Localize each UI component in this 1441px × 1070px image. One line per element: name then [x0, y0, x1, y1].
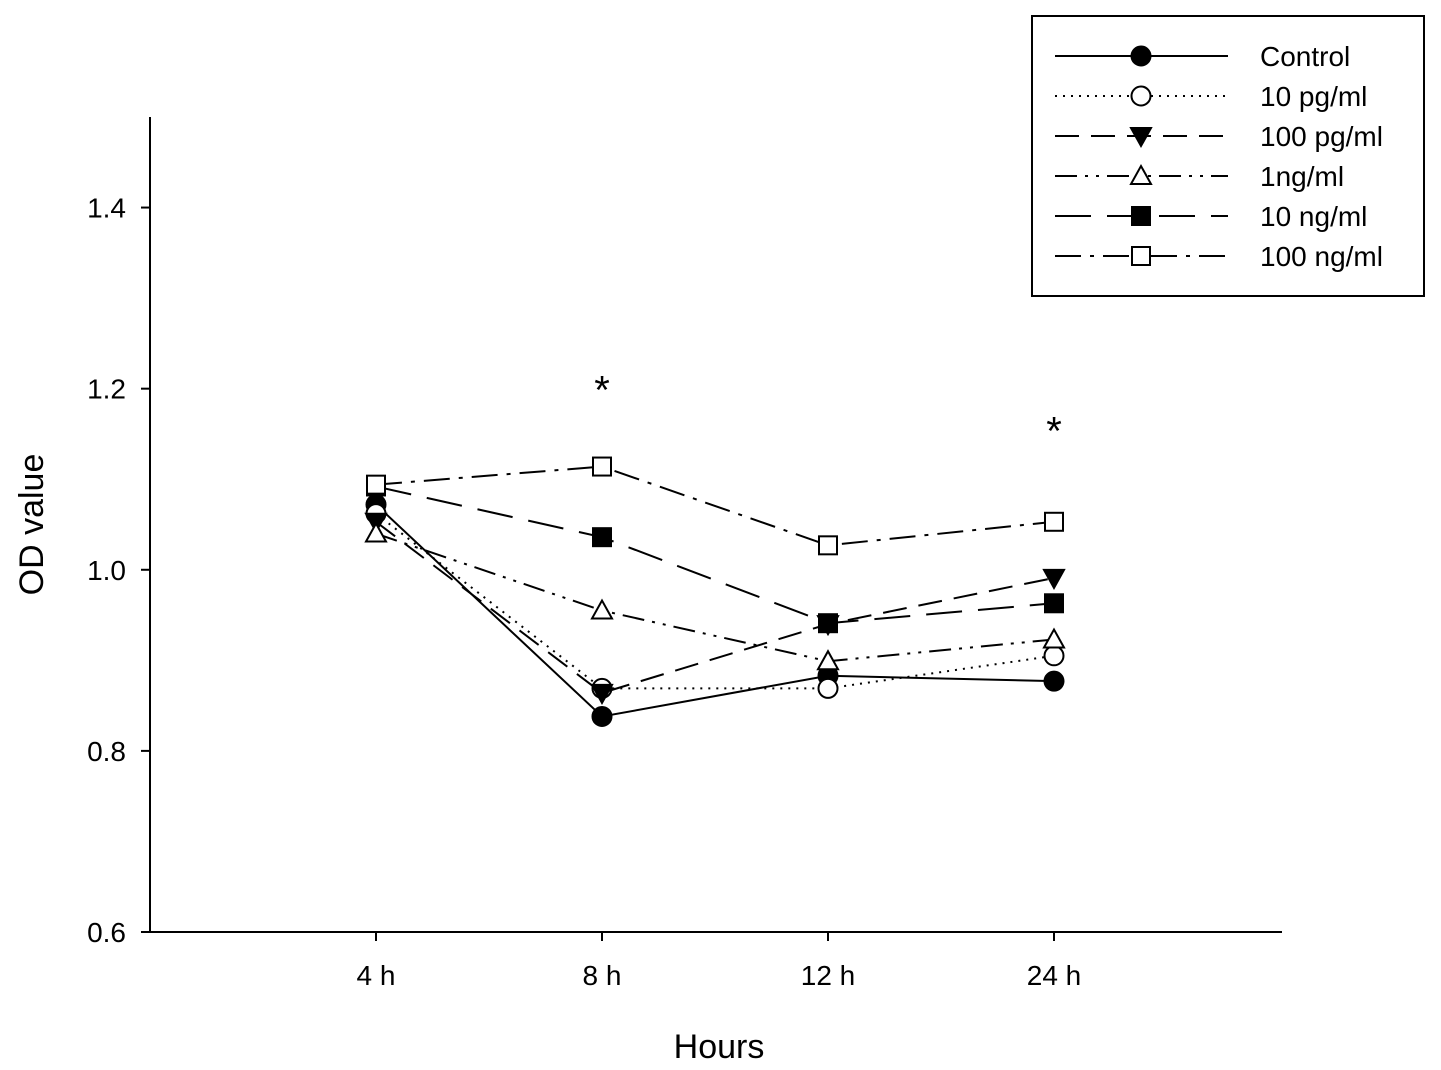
series-6	[366, 456, 1064, 556]
y-tick-label: 0.6	[87, 917, 126, 948]
data-point	[818, 535, 838, 556]
legend-item: 1ng/ml	[1055, 161, 1344, 192]
data-point	[592, 456, 612, 477]
x-tick-label: 4 h	[357, 960, 396, 991]
x-tick-label: 24 h	[1027, 960, 1082, 991]
data-point	[366, 474, 386, 495]
legend-label: 100 pg/ml	[1260, 121, 1383, 152]
significance-marker: *	[1046, 409, 1062, 453]
significance-marker: *	[594, 369, 610, 413]
legend-marker	[1129, 127, 1153, 149]
marker-shape	[1130, 45, 1152, 67]
data-point	[1044, 593, 1064, 614]
legend-label: 10 ng/ml	[1260, 201, 1367, 232]
legend-label: 10 pg/ml	[1260, 81, 1367, 112]
marker-shape	[1042, 627, 1066, 649]
series-line	[375, 465, 1055, 547]
y-tick-label: 1.4	[87, 193, 126, 224]
marker-shape	[1043, 670, 1065, 692]
marker-shape	[592, 527, 612, 548]
legend-item: Control	[1055, 41, 1350, 72]
data-point	[1043, 645, 1065, 667]
y-tick-label: 0.8	[87, 736, 126, 767]
series-4	[364, 521, 1066, 671]
series-5	[366, 476, 1064, 634]
y-tick-label: 1.2	[87, 374, 126, 405]
legend-label: 100 ng/ml	[1260, 241, 1383, 272]
marker-shape	[818, 535, 838, 556]
legend-label: 1ng/ml	[1260, 161, 1344, 192]
legend: Control 10 pg/ml 100 pg/ml 1ng/ml 10 ng/ml 10…	[1031, 15, 1425, 297]
series-line	[375, 512, 1055, 690]
legend-item: 100 pg/ml	[1055, 121, 1383, 152]
marker-shape	[818, 613, 838, 634]
marker-shape	[1131, 246, 1151, 266]
legend-item: 100 ng/ml	[1055, 241, 1383, 272]
marker-shape	[816, 649, 840, 671]
legend-label: Control	[1260, 41, 1350, 72]
y-axis-title: OD value	[13, 454, 51, 596]
series-line	[375, 532, 1055, 663]
marker-shape	[1129, 127, 1153, 149]
data-point	[1042, 627, 1066, 649]
marker-shape	[1131, 206, 1151, 226]
series-2	[365, 503, 1065, 699]
marker-shape	[817, 677, 839, 699]
data-point	[816, 649, 840, 671]
marker-shape	[364, 521, 388, 543]
marker-shape	[591, 705, 613, 727]
series-group	[364, 456, 1066, 727]
marker-shape	[1043, 645, 1065, 667]
data-point	[364, 521, 388, 543]
marker-shape	[1130, 85, 1152, 107]
x-axis-title: Hours	[674, 1028, 765, 1066]
x-tick-label: 12 h	[801, 960, 856, 991]
marker-shape	[590, 598, 614, 620]
legend-marker	[1130, 45, 1152, 67]
data-point	[818, 613, 838, 634]
data-point	[1043, 670, 1065, 692]
data-point	[592, 527, 612, 548]
legend-marker	[1131, 246, 1151, 266]
legend-item: 10 pg/ml	[1055, 81, 1367, 112]
series-line	[375, 485, 1055, 625]
series-1	[365, 494, 1065, 727]
legend-box	[1031, 15, 1425, 297]
marker-shape	[1044, 511, 1064, 532]
annotations: **	[594, 369, 1062, 454]
series-line	[375, 520, 1055, 695]
data-point	[1044, 511, 1064, 532]
legend-item: 10 ng/ml	[1055, 201, 1367, 232]
legend-marker	[1130, 85, 1152, 107]
x-tick-label: 8 h	[583, 960, 622, 991]
data-point	[817, 677, 839, 699]
y-tick-label: 1.0	[87, 555, 126, 586]
data-point	[591, 705, 613, 727]
legend-marker	[1129, 163, 1153, 185]
marker-shape	[1042, 568, 1066, 590]
series-3	[364, 512, 1066, 705]
marker-shape	[592, 456, 612, 477]
data-point	[590, 683, 614, 705]
legend-marker	[1131, 206, 1151, 226]
marker-shape	[1044, 593, 1064, 614]
data-point	[1042, 568, 1066, 590]
axes: 0.6 0.8 1.0 1.2 1.4 4 h 8 h 12 h 24 h Hours OD val…	[13, 117, 1282, 1066]
data-point	[590, 598, 614, 620]
marker-shape	[1129, 163, 1153, 185]
marker-shape	[366, 474, 386, 495]
marker-shape	[590, 683, 614, 705]
series-line	[375, 503, 1055, 718]
